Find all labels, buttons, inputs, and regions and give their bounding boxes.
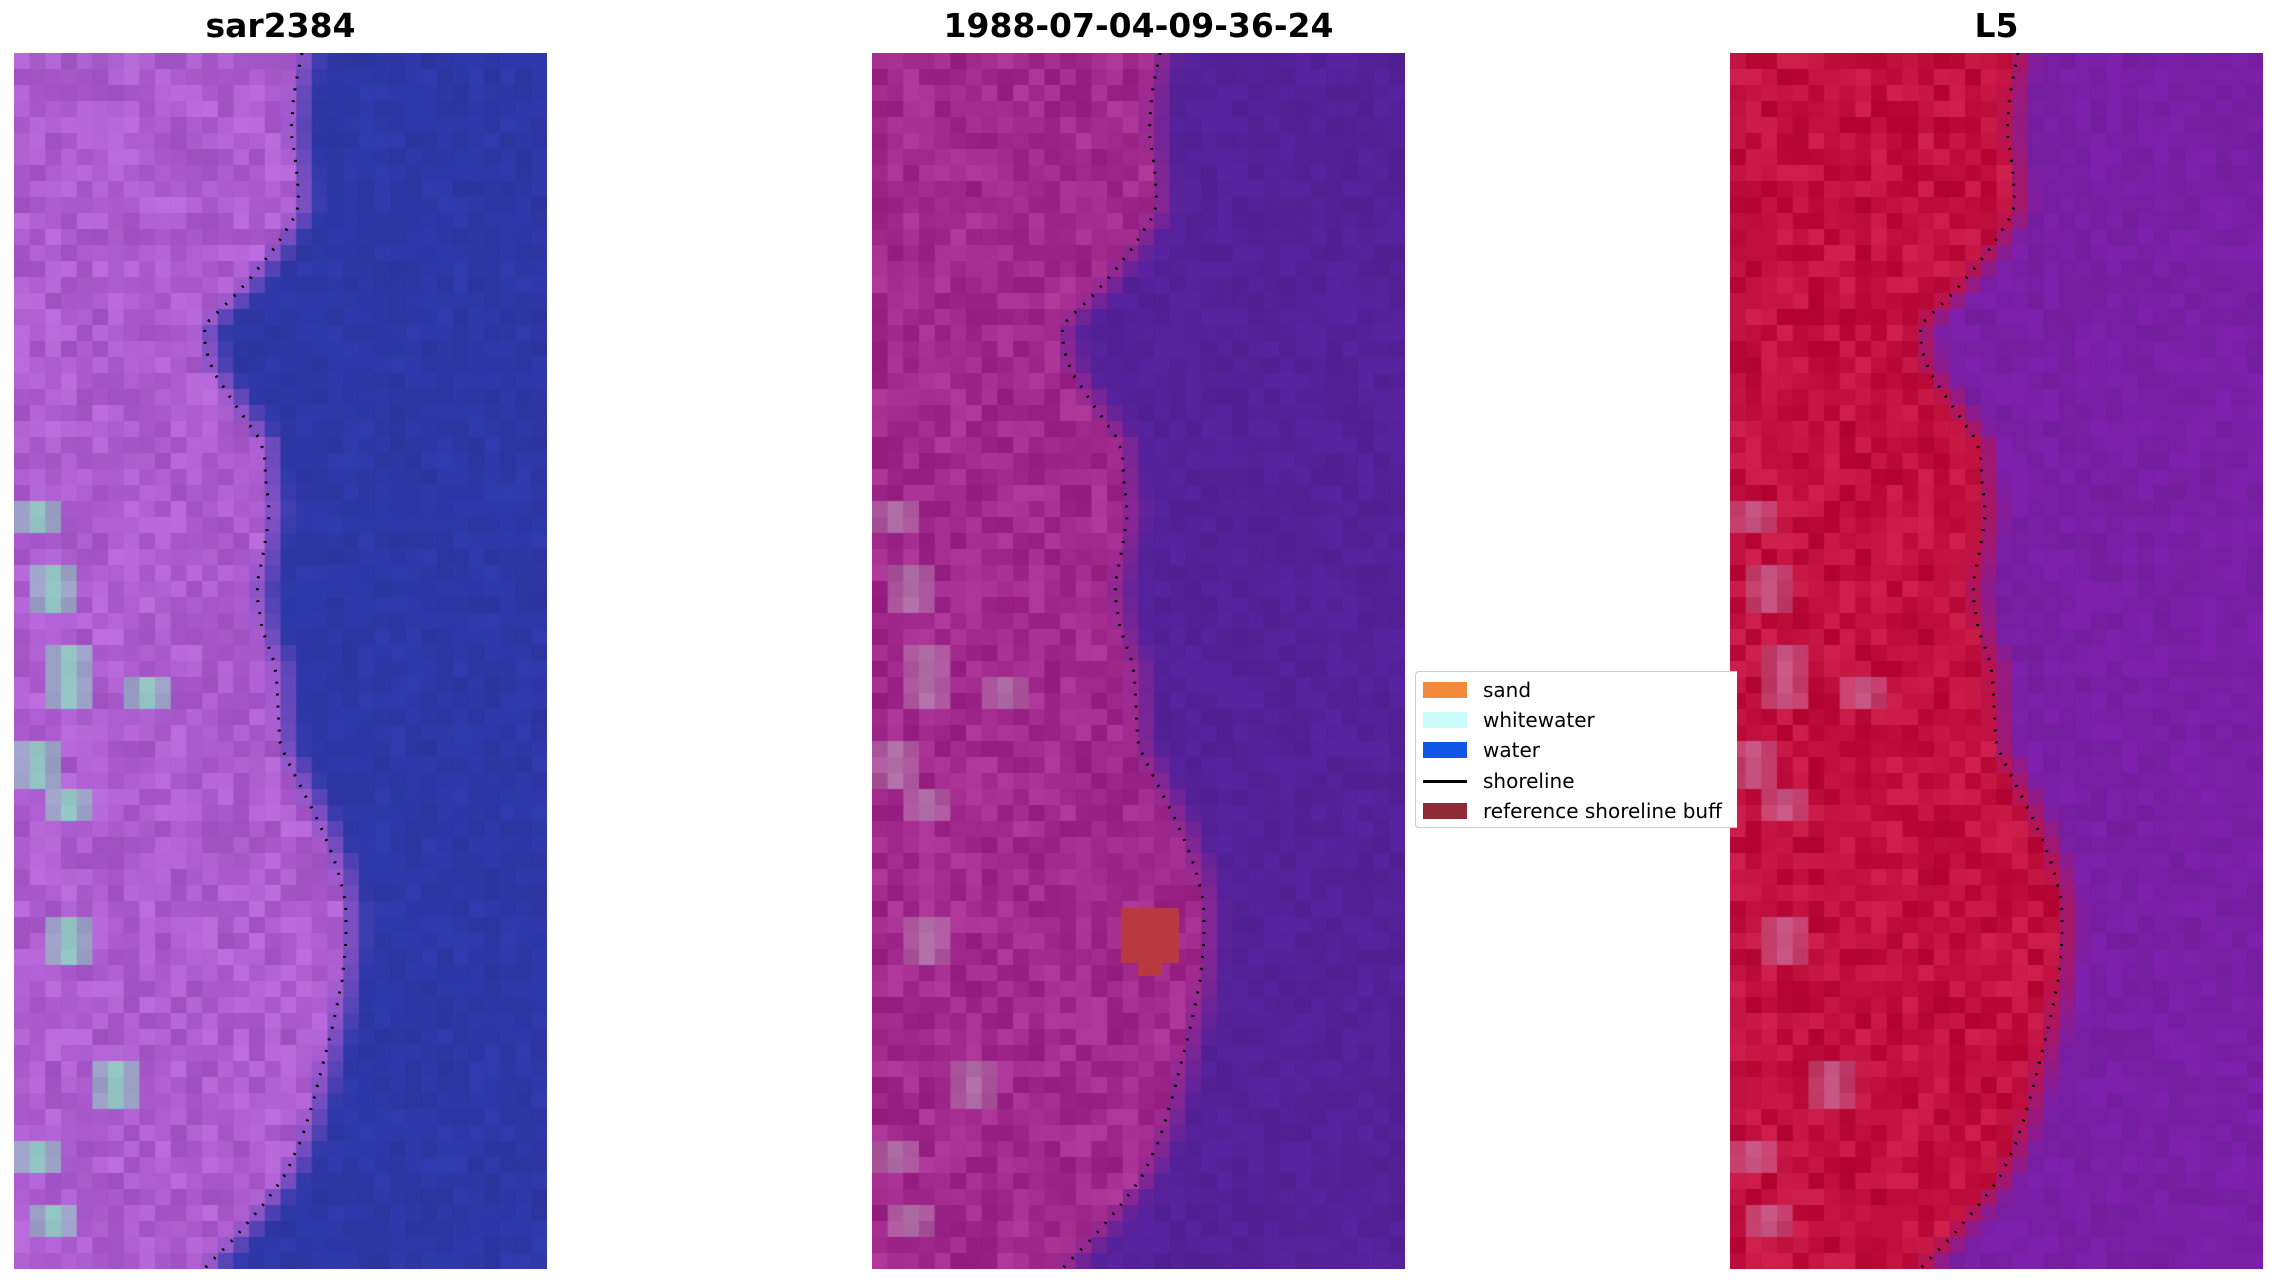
shoreline-line-swatch <box>1423 779 1467 783</box>
legend-label: shoreline <box>1483 769 1575 793</box>
legend-label: sand <box>1483 678 1532 702</box>
legend-label: whitewater <box>1483 708 1595 732</box>
legend-item-whitewater: whitewater <box>1423 708 1595 732</box>
water-swatch <box>1423 742 1467 758</box>
satellite-rgb-image <box>14 53 547 1269</box>
panel-title-left: sar2384 <box>205 6 356 45</box>
panel-title-middle: 1988-07-04-09-36-24 <box>943 6 1334 45</box>
rgb-image-canvas <box>14 53 547 1269</box>
whitewater-swatch <box>1423 712 1467 728</box>
nir-image <box>1730 53 2263 1269</box>
legend-item-sand: sand <box>1423 678 1531 702</box>
sand-swatch <box>1423 682 1467 698</box>
legend-label: water <box>1483 738 1540 762</box>
nir-image-canvas <box>1730 53 2263 1269</box>
legend-item-reference-buffer: reference shoreline buff <box>1423 799 1722 823</box>
reference-buffer-swatch <box>1423 803 1467 819</box>
legend: sand whitewater water shoreline referenc… <box>1415 671 1737 828</box>
shoreline-overlay <box>1060 53 1206 1269</box>
shoreline-overlay <box>1918 53 2064 1269</box>
legend-item-shoreline: shoreline <box>1423 769 1575 793</box>
classified-image <box>872 53 1405 1269</box>
legend-label: reference shoreline buff <box>1483 799 1722 823</box>
panel-title-right: L5 <box>1974 6 2019 45</box>
shoreline-overlay <box>202 53 348 1269</box>
classified-image-canvas <box>872 53 1405 1269</box>
legend-item-water: water <box>1423 738 1540 762</box>
